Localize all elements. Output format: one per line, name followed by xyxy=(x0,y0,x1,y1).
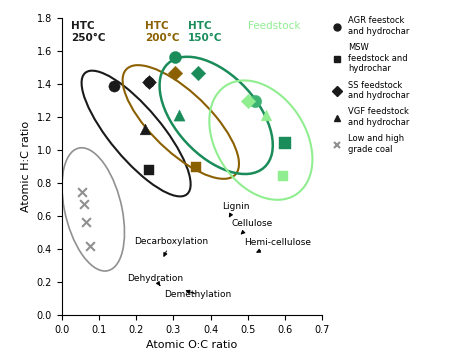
Point xyxy=(86,243,93,249)
Point xyxy=(146,167,153,173)
Text: Demethylation: Demethylation xyxy=(164,290,231,299)
Point xyxy=(172,54,179,60)
Text: Dehydration: Dehydration xyxy=(127,274,183,286)
Point xyxy=(82,219,90,225)
Point xyxy=(280,173,287,179)
Y-axis label: Atomic H:C ratio: Atomic H:C ratio xyxy=(21,121,31,212)
Point xyxy=(192,164,200,170)
Point xyxy=(110,83,118,89)
Text: HTC
250°C: HTC 250°C xyxy=(71,21,105,43)
Point xyxy=(244,98,252,104)
Text: Lignin: Lignin xyxy=(222,202,249,217)
Text: HTC
200°C: HTC 200°C xyxy=(146,21,180,43)
Text: Feedstock: Feedstock xyxy=(248,21,301,31)
Text: Cellulose: Cellulose xyxy=(231,219,273,234)
Point xyxy=(281,140,289,146)
Point xyxy=(146,80,153,85)
Point xyxy=(263,111,270,117)
Point xyxy=(194,70,201,75)
Point xyxy=(175,111,183,117)
Point xyxy=(172,70,179,75)
Legend: AGR feestock
and hydrochar, MSW
feedstock and
hydrochar, SS feedstock
and hydroc: AGR feestock and hydrochar, MSW feedstoc… xyxy=(329,16,410,154)
Point xyxy=(80,202,88,207)
Point xyxy=(252,98,259,104)
Text: HTC
150°C: HTC 150°C xyxy=(188,21,223,43)
Point xyxy=(146,79,153,84)
Text: Decarboxylation: Decarboxylation xyxy=(134,237,209,256)
Point xyxy=(78,189,86,195)
Point xyxy=(142,126,149,131)
Text: Hemi-cellulose: Hemi-cellulose xyxy=(244,237,311,252)
X-axis label: Atomic O:C ratio: Atomic O:C ratio xyxy=(146,340,237,350)
